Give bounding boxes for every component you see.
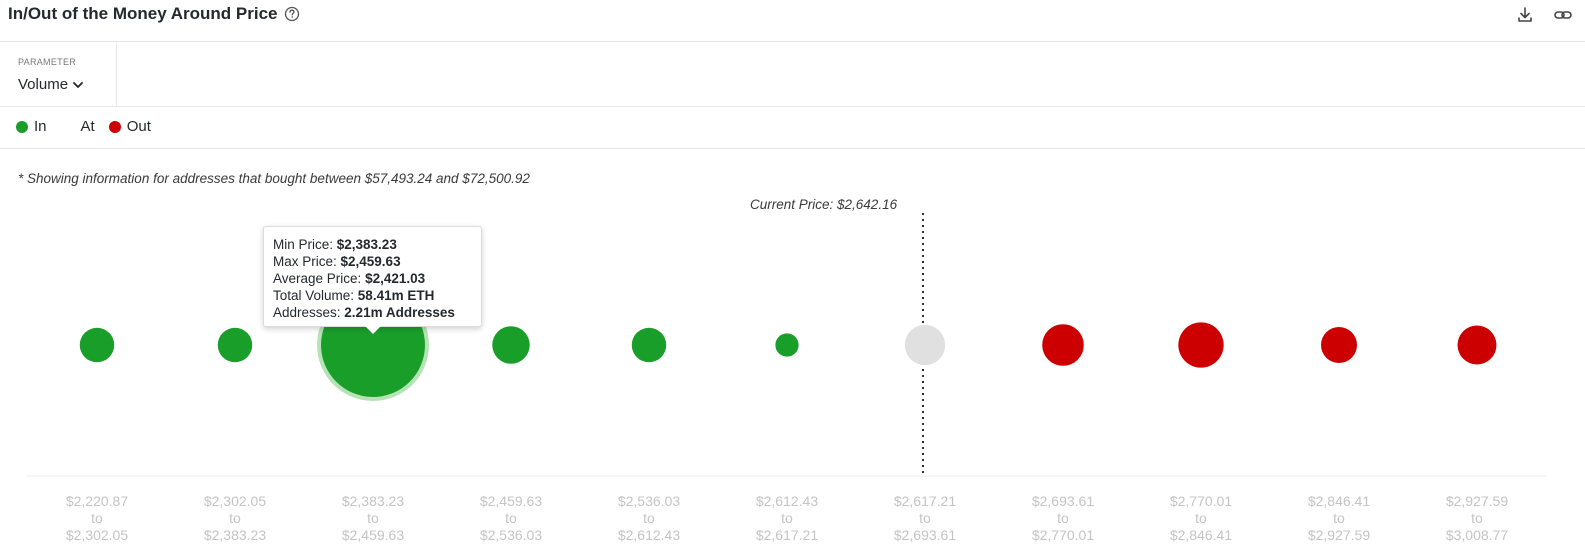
chevron-down-icon xyxy=(73,81,83,88)
legend-item-in[interactable]: In xyxy=(16,118,47,135)
legend-dot-out xyxy=(108,120,121,133)
tick-label-from: $2,617.21 xyxy=(894,493,956,509)
tick-label-to: $2,302.05 xyxy=(66,527,128,543)
widget-title: In/Out of the Money Around Price xyxy=(8,4,300,24)
tick-label-to: $2,617.21 xyxy=(756,527,818,543)
legend-item-out[interactable]: Out xyxy=(108,118,151,135)
help-circle-icon[interactable] xyxy=(284,6,300,22)
tick-label-to: $2,536.03 xyxy=(480,527,542,543)
tick-label-from: $2,612.43 xyxy=(756,493,818,509)
tooltip-avg-value: $2,421.03 xyxy=(365,271,426,286)
tick-label-connector: to xyxy=(1195,510,1207,526)
tick-label-connector: to xyxy=(1057,510,1069,526)
bubble-out[interactable] xyxy=(1178,322,1224,368)
tick-label-connector: to xyxy=(1333,510,1345,526)
tick-label-to: $2,612.43 xyxy=(618,527,680,543)
legend-item-at[interactable]: At xyxy=(81,118,95,135)
tick-label-to: $3,008.77 xyxy=(1446,527,1508,543)
current-price-label: Current Price: $2,642.16 xyxy=(750,197,898,212)
tick-label-to: $2,927.59 xyxy=(1308,527,1370,543)
tick-label-from: $2,536.03 xyxy=(618,493,680,509)
legend: In At Out xyxy=(16,118,171,135)
tick-label-connector: to xyxy=(367,510,379,526)
tick-label-from: $2,770.01 xyxy=(1170,493,1232,509)
tick-label-connector: to xyxy=(919,510,931,526)
tick-label-from: $2,220.87 xyxy=(66,493,128,509)
tick-label-from: $2,459.63 xyxy=(480,493,542,509)
tick-label-from: $2,927.59 xyxy=(1446,493,1508,509)
tooltip-addresses-label: Addresses: xyxy=(273,305,345,320)
tick-label-from: $2,302.05 xyxy=(204,493,266,509)
tick-label-from: $2,383.23 xyxy=(342,493,404,509)
parameter-value: Volume xyxy=(18,76,69,93)
tooltip-avg-label: Average Price: xyxy=(273,271,366,286)
legend-dot-in xyxy=(16,120,28,133)
tooltip-volume-label: Total Volume: xyxy=(273,288,358,303)
tooltip-row-min: Min Price: $2,383.23 xyxy=(273,236,481,253)
tick-label-to: $2,383.23 xyxy=(204,527,266,543)
tooltip-max-value: $2,459.63 xyxy=(340,254,401,269)
tooltip-row-volume: Total Volume: 58.41m ETH xyxy=(273,287,481,304)
range-note: * Showing information for addresses that… xyxy=(18,171,530,186)
tooltip-arrow xyxy=(365,326,381,334)
tick-label-from: $2,846.41 xyxy=(1308,493,1370,509)
download-icon[interactable] xyxy=(1515,5,1535,25)
tooltip-addresses-value: 2.21m Addresses xyxy=(344,305,455,320)
bubble-out[interactable] xyxy=(1320,326,1358,364)
bubble-chart: $2,220.87to$2,302.05$2,302.05to$2,383.23… xyxy=(27,213,1547,543)
tick-label-from: $2,693.61 xyxy=(1032,493,1094,509)
tick-label-to: $2,770.01 xyxy=(1032,527,1094,543)
bubble-out[interactable] xyxy=(1457,325,1497,365)
tick-label-to: $2,846.41 xyxy=(1170,527,1232,543)
tick-label-connector: to xyxy=(1471,510,1483,526)
tick-label-connector: to xyxy=(505,510,517,526)
legend-label-at: At xyxy=(80,118,95,135)
tooltip-volume-value: 58.41m ETH xyxy=(357,288,435,303)
parameter-label: PARAMETER xyxy=(18,57,77,67)
tick-label-connector: to xyxy=(643,510,655,526)
parameter-dropdown[interactable]: Volume xyxy=(18,76,84,93)
bubble-in[interactable] xyxy=(492,326,530,364)
header-actions xyxy=(1515,5,1573,25)
widget-header: In/Out of the Money Around Price xyxy=(0,0,1585,42)
tick-label-connector: to xyxy=(781,510,793,526)
tooltip-row-max: Max Price: $2,459.63 xyxy=(273,253,481,270)
tick-label-connector: to xyxy=(229,510,241,526)
legend-label-in: In xyxy=(34,118,47,135)
divider xyxy=(0,148,1585,149)
bubble-out[interactable] xyxy=(1042,324,1084,366)
bubble-in[interactable] xyxy=(631,327,667,363)
tooltip: Min Price: $2,383.23 Max Price: $2,459.6… xyxy=(263,226,482,334)
legend-label-out: Out xyxy=(126,118,151,135)
tooltip-max-label: Max Price: xyxy=(273,254,341,269)
tick-label-connector: to xyxy=(91,510,103,526)
bubble-at[interactable] xyxy=(904,324,946,366)
widget-title-text: In/Out of the Money Around Price xyxy=(8,4,278,23)
parameter-control: PARAMETER Volume xyxy=(0,42,117,106)
tooltip-min-value: $2,383.23 xyxy=(336,237,397,252)
divider xyxy=(0,106,1585,107)
bubble-in[interactable] xyxy=(79,327,115,363)
tick-label-to: $2,459.63 xyxy=(342,527,404,543)
tooltip-row-addresses: Addresses: 2.21m Addresses xyxy=(273,304,481,321)
link-icon[interactable] xyxy=(1553,5,1573,25)
tick-label-to: $2,693.61 xyxy=(894,527,956,543)
tooltip-min-label: Min Price: xyxy=(273,237,337,252)
bubble-in[interactable] xyxy=(775,333,799,357)
tooltip-row-avg: Average Price: $2,421.03 xyxy=(273,270,481,287)
bubble-in[interactable] xyxy=(217,327,253,363)
